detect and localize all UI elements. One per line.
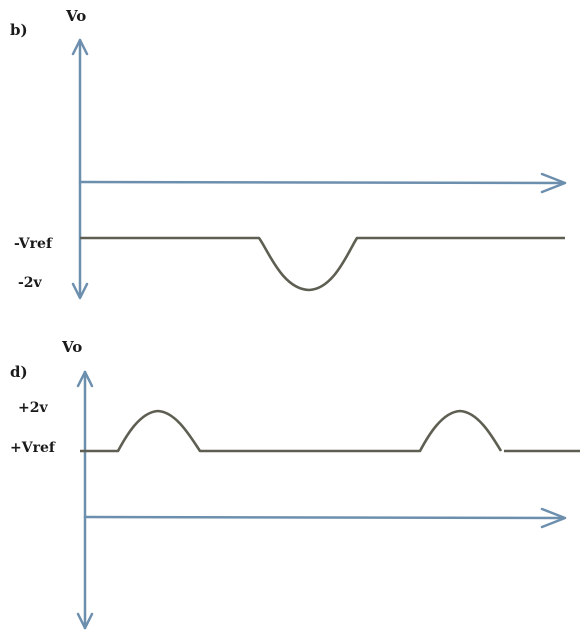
panel-b-y-axis-bottom-arrow	[71, 282, 89, 300]
panel-b-tick-vref: -Vref	[14, 236, 53, 252]
panel-d-y-axis-bottom-arrow	[76, 612, 94, 630]
panel-d-y-axis-label: Vo	[61, 338, 82, 356]
panel-b-y-axis-top-arrow	[71, 38, 89, 56]
panel-b-x-axis-arrow	[540, 172, 567, 194]
panel-d-output-waveform-segment-1	[80, 409, 503, 453]
panel-d-y-axis-top-arrow	[76, 370, 94, 388]
panel-b-output-waveform	[80, 236, 565, 292]
panel-d: Vo d) +2v +Vref	[10, 338, 580, 630]
panel-d-label: d)	[10, 363, 28, 381]
panel-d-x-axis-arrow	[540, 507, 567, 529]
panel-d-tick-2v: +2v	[18, 400, 48, 416]
panel-b: b) Vo -Vref -2v	[10, 7, 567, 300]
panel-b-tick-2v: -2v	[18, 275, 43, 291]
panel-d-tick-vref: +Vref	[10, 440, 56, 456]
panel-b-x-axis	[78, 180, 566, 185]
panel-b-label: b)	[10, 21, 28, 39]
panel-b-y-axis-label: Vo	[65, 7, 86, 25]
panel-d-x-axis	[83, 515, 566, 520]
